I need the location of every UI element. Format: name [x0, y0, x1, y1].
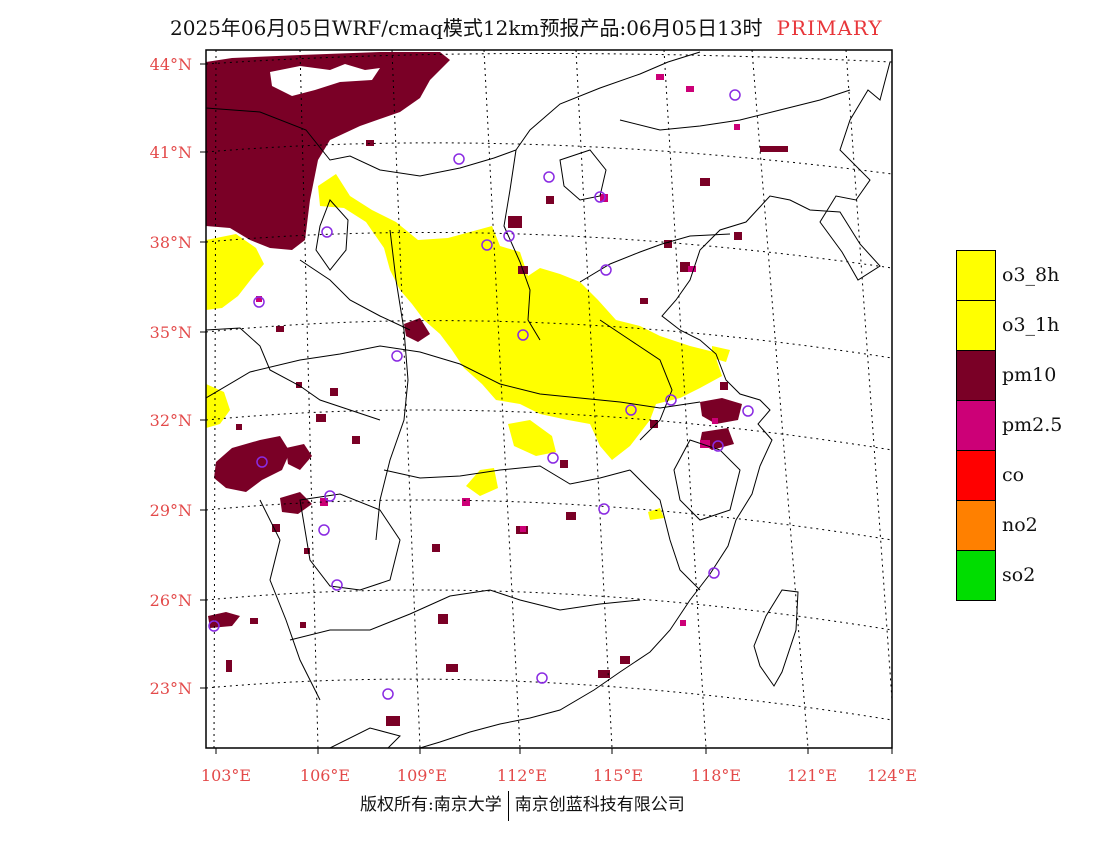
- footer-divider: [507, 790, 509, 821]
- o3-patches: [206, 174, 730, 520]
- hainan-outline: [329, 727, 401, 748]
- lat-label: 38°N: [149, 233, 192, 252]
- map-content: [206, 50, 892, 748]
- zhejiang-outline: [673, 439, 741, 521]
- lon-label: 112°E: [496, 766, 548, 785]
- legend-label: so2: [1002, 564, 1036, 586]
- white-hole-north: [270, 64, 380, 96]
- yunnan-guizhou-border: [259, 499, 321, 701]
- copyright-right: 南京创蓝科技有限公司: [514, 795, 685, 815]
- jiangxi-fujian-border: [629, 469, 701, 591]
- o3-shandong-coast: [712, 346, 730, 362]
- legend-swatch: [956, 350, 996, 401]
- lon-label: 124°E: [866, 766, 918, 785]
- lon-label: 106°E: [299, 766, 351, 785]
- lat-label: 35°N: [149, 323, 192, 342]
- guizhou-outline: [299, 493, 401, 591]
- china-coastline: [419, 61, 891, 748]
- title-tag: PRIMARY: [776, 16, 883, 40]
- liaoning-jilin-border: [619, 89, 851, 131]
- legend-swatch: [956, 550, 996, 601]
- o3-west-edge: [206, 234, 264, 310]
- province-boundaries: [206, 51, 891, 748]
- legend-swatch: [956, 300, 996, 351]
- taiwan-outline: [753, 589, 799, 687]
- station-markers: [208, 89, 754, 700]
- o3-jiangxi: [648, 508, 664, 520]
- legend-swatch: [956, 500, 996, 551]
- legend-label: o3_8h: [1002, 264, 1060, 286]
- guangxi-guangdong-border: [289, 589, 641, 641]
- legend-swatch: [956, 400, 996, 451]
- o3-main-region: [318, 174, 722, 460]
- lon-label: 109°E: [396, 766, 448, 785]
- pm10-shanghai: [700, 398, 742, 424]
- legend-swatch: [956, 250, 996, 301]
- inner-mongolia-border: [206, 51, 701, 177]
- sichuan-borders: [206, 327, 381, 421]
- ningxia-outline: [315, 199, 349, 271]
- map-title: 2025年06月05日WRF/cmaq模式12km预报产品:06月05日13时 P…: [170, 12, 883, 41]
- title-text: 2025年06月05日WRF/cmaq模式12km预报产品:06月05日13时: [170, 16, 763, 40]
- lon-label: 103°E: [200, 766, 252, 785]
- lat-label: 23°N: [149, 679, 192, 698]
- pm10-north-patch: [206, 52, 450, 250]
- shandong-henan-border: [579, 233, 731, 283]
- hubei-hunan-border: [383, 465, 631, 485]
- copyright-footer: 版权所有:南京大学 南京创蓝科技有限公司: [360, 790, 685, 821]
- lon-label: 118°E: [690, 766, 742, 785]
- pm10-shanxi: [404, 318, 430, 342]
- lat-label: 41°N: [149, 143, 192, 162]
- legend-label: co: [1002, 464, 1025, 486]
- pm10-patches: [206, 52, 742, 628]
- legend-label: o3_1h: [1002, 314, 1060, 336]
- lat-label: 32°N: [149, 411, 192, 430]
- copyright-left: 版权所有:南京大学: [360, 795, 502, 815]
- yangtze-provinces: [206, 345, 701, 409]
- legend-label: pm10: [1002, 364, 1057, 386]
- map-frame: [205, 49, 893, 749]
- gansu-shaanxi-border: [299, 259, 411, 331]
- lat-label: 44°N: [149, 55, 192, 74]
- lat-label: 26°N: [149, 591, 192, 610]
- pm10-yunnan: [208, 612, 240, 628]
- beijing-tianjin-outline: [559, 149, 607, 201]
- lat-label: 29°N: [149, 501, 192, 520]
- lon-label: 115°E: [592, 766, 644, 785]
- pm10-sichuan: [214, 436, 290, 492]
- hebei-shanxi-border: [503, 149, 541, 341]
- legend-label: pm2.5: [1002, 414, 1063, 436]
- lon-label: 121°E: [786, 766, 838, 785]
- o3-wuhan: [508, 420, 556, 456]
- legend-swatch: [956, 450, 996, 501]
- central-borders: [375, 229, 409, 541]
- pm25-speckles: [256, 74, 740, 626]
- legend-label: no2: [1002, 514, 1038, 536]
- o3-hunan: [466, 468, 498, 496]
- anhui-jiangsu-border: [599, 319, 673, 441]
- axis-ticks: [200, 63, 893, 754]
- pm10-chongqing: [286, 444, 312, 470]
